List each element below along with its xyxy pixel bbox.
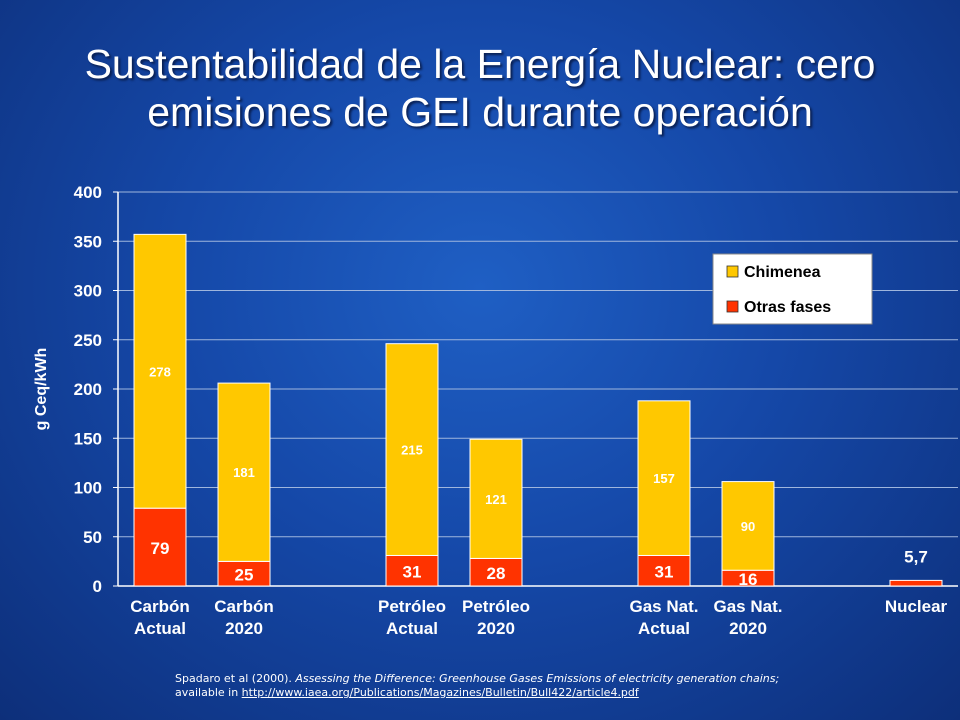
bar-otras-fases — [469, 557, 523, 587]
y-axis-label: g Ceq/kWh — [33, 348, 50, 431]
x-tick-label: Petróleo — [378, 597, 446, 616]
data-label-otras-fases: 31 — [655, 563, 674, 582]
legend-swatch — [726, 265, 739, 278]
x-tick-label: Gas Nat. — [714, 597, 783, 616]
x-tick-label: Carbón — [130, 597, 190, 616]
data-label-chimenea: 278 — [149, 364, 171, 379]
bar-chimenea — [217, 382, 271, 562]
data-label-chimenea: 121 — [485, 492, 507, 507]
bar-chimenea — [133, 233, 187, 509]
y-tick-label: 150 — [74, 429, 102, 448]
bar-chimenea — [469, 438, 523, 559]
y-tick-label: 400 — [74, 183, 102, 202]
x-tick-label: 2020 — [225, 619, 263, 638]
x-tick-label: Petróleo — [462, 597, 530, 616]
citation-available: available in — [175, 686, 242, 699]
x-tick-label: Carbón — [214, 597, 274, 616]
data-label-chimenea: 215 — [401, 443, 423, 458]
y-tick-label: 200 — [74, 380, 102, 399]
data-label-chimenea: 157 — [653, 471, 675, 486]
x-tick-label: Nuclear — [885, 597, 948, 616]
legend-swatch — [726, 300, 739, 313]
legend-label: Chimenea — [744, 264, 821, 281]
bar-chimenea — [637, 400, 691, 556]
y-tick-label: 300 — [74, 282, 102, 301]
data-label-otras-fases: 16 — [739, 570, 758, 589]
bar-otras-fases — [217, 560, 271, 587]
y-tick-label: 100 — [74, 479, 102, 498]
bar-otras-fases — [889, 579, 943, 587]
x-tick-label: 2020 — [477, 619, 515, 638]
bar-chimenea — [721, 481, 775, 571]
data-label-otras-fases: 28 — [487, 564, 506, 583]
stacked-bar-chart: 0 50 100 150 200 250 300 350 400 g Ceq/kWh 79 278 25… — [33, 183, 958, 638]
x-tick-label: Actual — [134, 619, 186, 638]
y-tick-label: 250 — [74, 331, 102, 350]
bar-otras-fases — [637, 554, 691, 587]
data-label-chimenea: 181 — [233, 465, 255, 480]
citation: Spadaro et al (2000). Assessing the Diff… — [175, 672, 895, 700]
legend-label: Otras fases — [744, 299, 831, 316]
data-label-otras-fases: 79 — [151, 539, 170, 558]
data-label-total: 5,7 — [904, 547, 928, 566]
x-tick-label: 2020 — [729, 619, 767, 638]
data-label-otras-fases: 25 — [235, 566, 254, 585]
data-label-chimenea: 90 — [741, 519, 755, 534]
bar-chimenea — [385, 343, 439, 556]
x-tick-label: Gas Nat. — [630, 597, 699, 616]
slide-title: Sustentabilidad de la Energía Nuclear: c… — [84, 41, 876, 135]
y-tick-label: 0 — [93, 577, 102, 596]
x-tick-label: Actual — [386, 619, 438, 638]
y-tick-label: 350 — [74, 232, 102, 251]
citation-title: Assessing the Difference: Greenhouse Gas… — [295, 672, 780, 685]
bar-otras-fases — [133, 507, 187, 587]
citation-author: Spadaro et al (2000). — [175, 672, 296, 685]
bar-otras-fases — [385, 554, 439, 587]
citation-link[interactable]: http://www.iaea.org/Publications/Magazin… — [241, 686, 639, 699]
legend-box — [712, 253, 873, 325]
x-tick-label: Actual — [638, 619, 690, 638]
data-label-otras-fases: 31 — [403, 563, 422, 582]
y-tick-label: 50 — [83, 528, 102, 547]
